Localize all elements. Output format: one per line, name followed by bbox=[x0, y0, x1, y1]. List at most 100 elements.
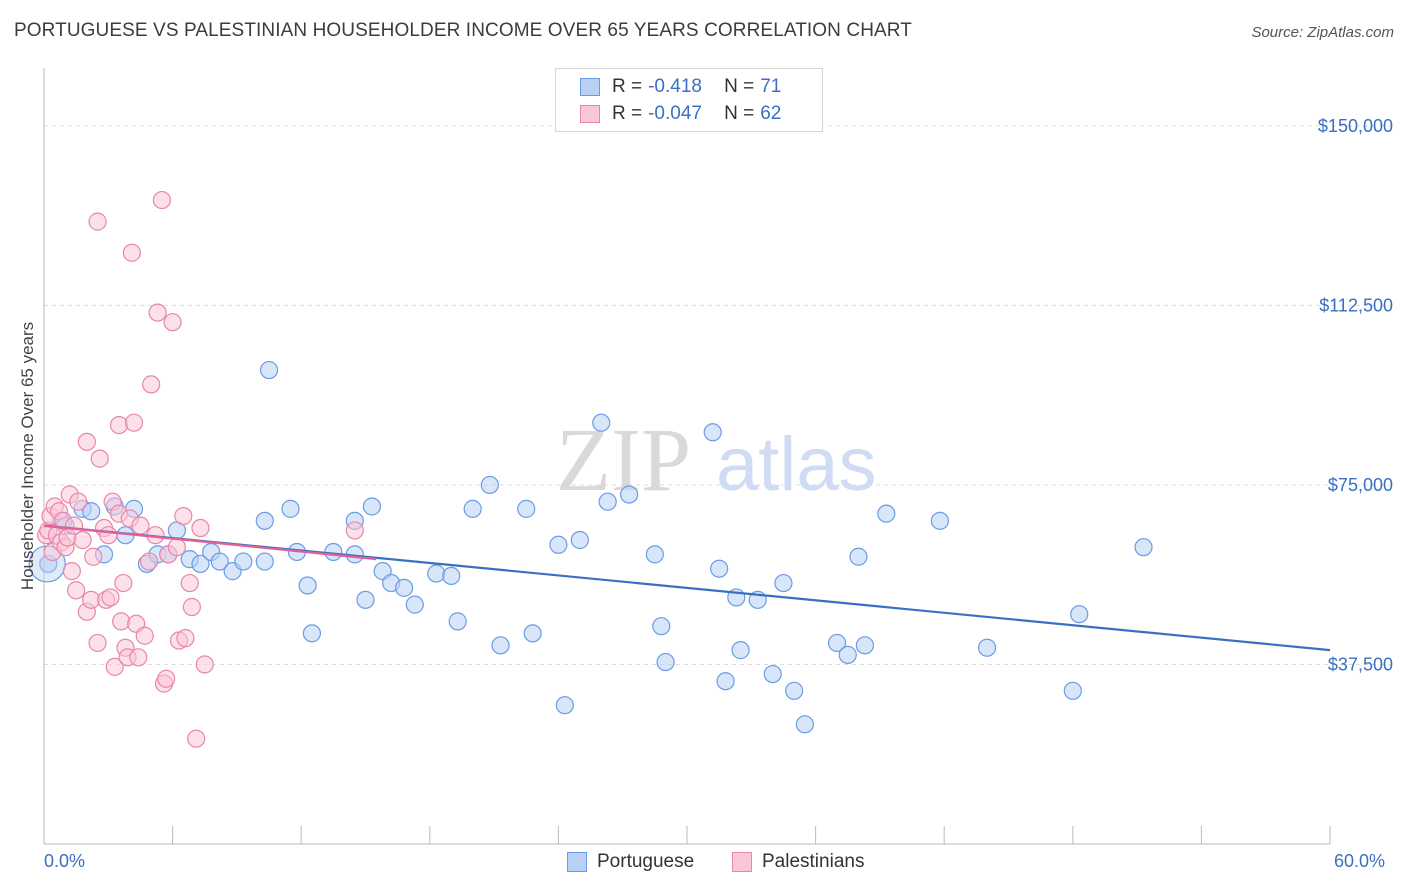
palestinian-point bbox=[163, 313, 182, 332]
portuguese-point bbox=[656, 652, 675, 672]
palestinian-point bbox=[148, 303, 167, 322]
x-tick-min: 0.0% bbox=[44, 851, 86, 871]
portuguese-point bbox=[362, 497, 382, 516]
palestinian-point bbox=[195, 655, 214, 674]
palestinian-point bbox=[84, 547, 103, 566]
portuguese-point bbox=[405, 595, 424, 614]
portuguese-point bbox=[620, 485, 639, 504]
source-label: Source: ZipAtlas.com bbox=[1251, 24, 1394, 41]
palestinian-point bbox=[187, 729, 206, 748]
portuguese-point bbox=[827, 633, 847, 653]
palestinian-point bbox=[345, 521, 364, 540]
portuguese-point bbox=[549, 535, 568, 554]
portuguese-point bbox=[1063, 681, 1082, 700]
portuguese-point bbox=[210, 552, 229, 571]
portuguese-point bbox=[302, 624, 322, 643]
portuguese-point bbox=[281, 499, 300, 518]
portuguese-point bbox=[517, 499, 536, 518]
portuguese-point bbox=[838, 645, 857, 664]
watermark-atlas: atlas bbox=[716, 422, 877, 507]
legend-r-value: -0.047 bbox=[648, 103, 702, 124]
portuguese-point bbox=[442, 566, 461, 586]
legend-row-palestinians: R = -0.047 N = 62 bbox=[580, 102, 781, 126]
portuguese-point bbox=[427, 564, 446, 583]
palestinian-point bbox=[109, 415, 129, 435]
portuguese-point bbox=[523, 624, 542, 643]
y-tick-label: $75,000 bbox=[1328, 475, 1393, 495]
palestinian-point bbox=[112, 612, 131, 631]
legend-r-value: -0.418 bbox=[648, 76, 702, 97]
chart-title: PORTUGUESE VS PALESTINIAN HOUSEHOLDER IN… bbox=[14, 20, 912, 41]
portuguese-point bbox=[255, 511, 274, 530]
portuguese-point bbox=[259, 360, 279, 380]
portuguese-points bbox=[28, 360, 1153, 734]
y-tick-label: $37,500 bbox=[1328, 654, 1393, 674]
palestinian-point bbox=[131, 516, 150, 535]
palestinian-point bbox=[105, 657, 124, 676]
palestinian-point bbox=[69, 492, 88, 511]
portuguese-point bbox=[877, 504, 896, 523]
portuguese-point bbox=[191, 554, 210, 574]
y-tick-label: $150,000 bbox=[1318, 116, 1393, 136]
bottom-legend-portuguese: Portuguese bbox=[567, 851, 694, 873]
portuguese-point bbox=[763, 664, 782, 684]
portuguese-point bbox=[731, 641, 750, 660]
portuguese-point bbox=[652, 617, 671, 636]
palestinian-point bbox=[62, 562, 81, 581]
palestinian-point bbox=[114, 573, 133, 593]
bottom-legend-swatch-palestinians bbox=[732, 852, 752, 872]
legend-r-label: R = bbox=[612, 76, 643, 97]
grid-lines bbox=[44, 125, 1395, 665]
portuguese-point bbox=[298, 576, 317, 595]
portuguese-point bbox=[930, 511, 950, 530]
palestinian-point bbox=[122, 243, 141, 262]
y-tick-label: $112,500 bbox=[1319, 295, 1393, 315]
portuguese-point bbox=[1070, 605, 1089, 624]
portuguese-point bbox=[645, 545, 664, 564]
palestinian-point bbox=[77, 432, 96, 451]
y-tick-labels: $37,500 $75,000 $112,500 $150,000 bbox=[1318, 116, 1393, 675]
palestinian-point bbox=[191, 518, 210, 538]
palestinian-points bbox=[37, 190, 364, 748]
portuguese-point bbox=[795, 715, 814, 734]
portuguese-point bbox=[356, 590, 375, 609]
x-tick-max: 60.0% bbox=[1334, 851, 1386, 871]
portuguese-point bbox=[716, 672, 735, 691]
legend-n-label: N = bbox=[724, 76, 755, 97]
portuguese-point bbox=[592, 413, 611, 432]
portuguese-point bbox=[977, 638, 997, 657]
palestinian-point bbox=[167, 538, 186, 557]
palestinian-point bbox=[157, 669, 176, 688]
watermark: ZIP atlas bbox=[556, 411, 877, 510]
portuguese-point bbox=[1134, 538, 1153, 557]
palestinian-point bbox=[88, 633, 107, 653]
portuguese-point bbox=[774, 573, 793, 593]
palestinian-point bbox=[101, 588, 120, 607]
bottom-legend-swatch-portuguese bbox=[567, 852, 587, 872]
bottom-legend-label-portuguese: Portuguese bbox=[597, 851, 695, 872]
portuguese-point bbox=[255, 552, 274, 571]
portuguese-point bbox=[394, 578, 414, 597]
portuguese-point bbox=[82, 502, 101, 521]
portuguese-point bbox=[849, 547, 868, 566]
palestinian-point bbox=[88, 212, 107, 231]
portuguese-point bbox=[703, 423, 722, 442]
portuguese-point bbox=[555, 696, 574, 715]
palestinian-trendline bbox=[43, 524, 377, 561]
correlation-legend: R = -0.418 N = 71 R = -0.047 N = 62 bbox=[555, 68, 823, 132]
portuguese-point bbox=[785, 681, 804, 700]
palestinian-point bbox=[174, 506, 193, 526]
palestinian-point bbox=[73, 530, 92, 550]
portuguese-point bbox=[855, 636, 874, 655]
portuguese-point bbox=[234, 552, 253, 571]
portuguese-point bbox=[570, 530, 589, 550]
legend-row-portuguese: R = -0.418 N = 71 bbox=[580, 75, 781, 99]
palestinian-point bbox=[176, 629, 195, 648]
bottom-legend-label-palestinians: Palestinians bbox=[762, 851, 865, 872]
palestinian-point bbox=[180, 573, 199, 593]
legend-swatch-palestinians bbox=[580, 105, 600, 123]
legend-n-label: N = bbox=[724, 103, 755, 124]
portuguese-point bbox=[463, 499, 482, 518]
portuguese-point bbox=[491, 636, 510, 655]
